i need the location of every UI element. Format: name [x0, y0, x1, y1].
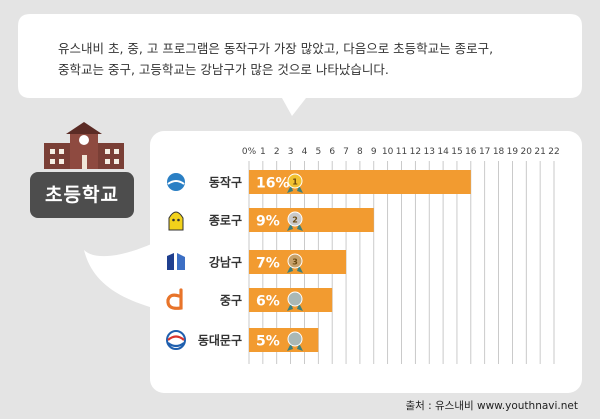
- category-name: 동작구: [209, 175, 242, 190]
- header-text: 유스내비 초, 중, 고 프로그램은 동작구가 가장 많았고, 다음으로 초등학…: [58, 38, 548, 80]
- x-tick-label: 9: [371, 147, 377, 157]
- x-tick-label: 20: [521, 147, 533, 157]
- x-tick-label: 0%: [242, 147, 257, 157]
- x-tick-label: 5: [315, 147, 321, 157]
- medal-icon: 1: [287, 173, 303, 193]
- medal-icon: [287, 331, 303, 351]
- x-tick-label: 22: [548, 147, 559, 157]
- x-tick-label: 12: [410, 147, 421, 157]
- callout-pointer: [84, 236, 168, 312]
- category-name: 종로구: [209, 214, 242, 228]
- speech-bubble: [18, 14, 582, 116]
- x-tick-label: 13: [424, 147, 435, 157]
- dongdaemun-logo-icon: [166, 330, 186, 350]
- category-label: 초등학교: [30, 172, 134, 218]
- dongjak-logo-icon: [167, 173, 185, 191]
- x-tick-label: 7: [343, 147, 349, 157]
- bar: [249, 328, 319, 352]
- source-credit: 출처 : 유스내비 www.youthnavi.net: [405, 400, 578, 412]
- bar: [249, 208, 374, 232]
- x-tick-label: 15: [451, 147, 462, 157]
- x-axis-ticks: 0% 1 2 3 4 5 6 7 8 9 10 11 12 13 14 15 16 17 18 19 20 21 22: [242, 147, 560, 157]
- x-tick-label: 8: [357, 147, 363, 157]
- x-tick-label: 17: [479, 147, 490, 157]
- value-label: 9%: [256, 214, 280, 230]
- value-label: 6%: [256, 294, 280, 310]
- x-tick-label: 2: [274, 147, 280, 157]
- x-tick-label: 19: [507, 147, 519, 157]
- x-tick-label: 3: [288, 147, 294, 157]
- value-label: 5%: [256, 334, 280, 350]
- school-building-icon: [44, 122, 124, 169]
- bar: [249, 170, 471, 194]
- value-label: 7%: [256, 256, 280, 272]
- medal-icon: 2: [287, 211, 303, 231]
- x-tick-label: 6: [329, 147, 335, 157]
- rank-label: 3: [292, 258, 298, 267]
- category-name: 강남구: [209, 255, 242, 270]
- x-tick-label: 16: [465, 147, 477, 157]
- header-line-2: 중학교는 중구, 고등학교는 강남구가 많은 것으로 나타났습니다.: [58, 62, 389, 77]
- jongno-logo-icon: [168, 211, 184, 231]
- junggu-logo-icon: [166, 288, 183, 310]
- medal-icon: 3: [287, 253, 303, 273]
- x-tick-label: 18: [493, 147, 505, 157]
- rank-label: 1: [292, 178, 298, 187]
- gangnam-logo-icon: [167, 253, 185, 270]
- x-tick-label: 4: [302, 147, 308, 157]
- x-tick-label: 21: [534, 147, 545, 157]
- header-line-1: 유스내비 초, 중, 고 프로그램은 동작구가 가장 많았고, 다음으로 초등학…: [58, 41, 494, 56]
- value-label: 16%: [256, 176, 290, 192]
- rank-label: 2: [292, 216, 298, 225]
- x-tick-label: 1: [260, 147, 266, 157]
- x-tick-label: 11: [396, 147, 407, 157]
- medal-icon: [287, 291, 303, 311]
- x-tick-label: 14: [437, 147, 449, 157]
- chart-panel: [150, 131, 582, 393]
- category-name: 동대문구: [198, 334, 242, 348]
- bar-series: 16% 1 9% 2 7% 3 6% 5%: [249, 170, 471, 352]
- category-name: 중구: [220, 294, 242, 308]
- x-tick-label: 10: [382, 147, 394, 157]
